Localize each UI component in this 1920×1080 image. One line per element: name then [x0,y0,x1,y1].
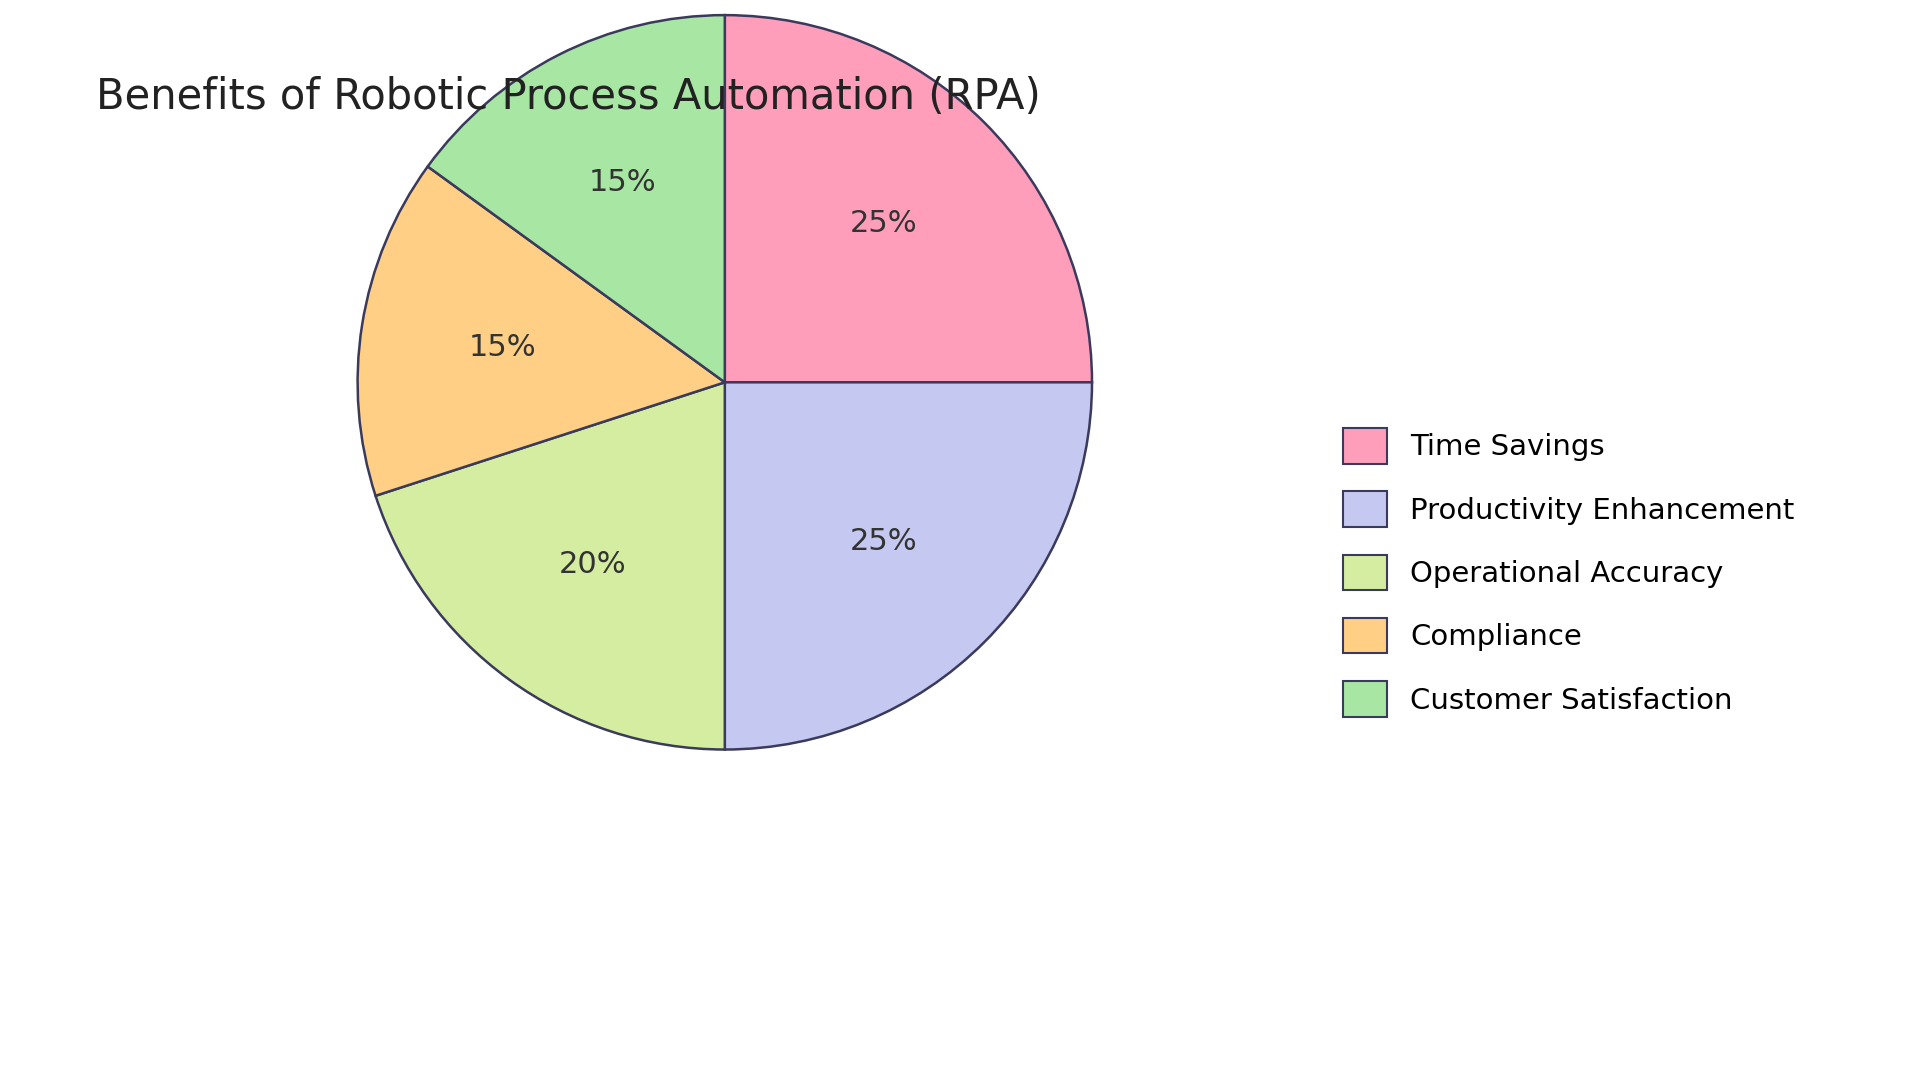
Wedge shape [376,382,726,750]
Wedge shape [357,166,726,496]
Wedge shape [724,15,1092,382]
Text: 15%: 15% [589,167,657,197]
Wedge shape [428,15,726,382]
Text: 25%: 25% [851,208,918,238]
Text: 15%: 15% [468,333,538,362]
Text: 20%: 20% [559,550,626,579]
Text: Benefits of Robotic Process Automation (RPA): Benefits of Robotic Process Automation (… [96,76,1041,118]
Legend: Time Savings, Productivity Enhancement, Operational Accuracy, Compliance, Custom: Time Savings, Productivity Enhancement, … [1313,399,1824,746]
Wedge shape [724,382,1092,750]
Text: 25%: 25% [851,527,918,556]
